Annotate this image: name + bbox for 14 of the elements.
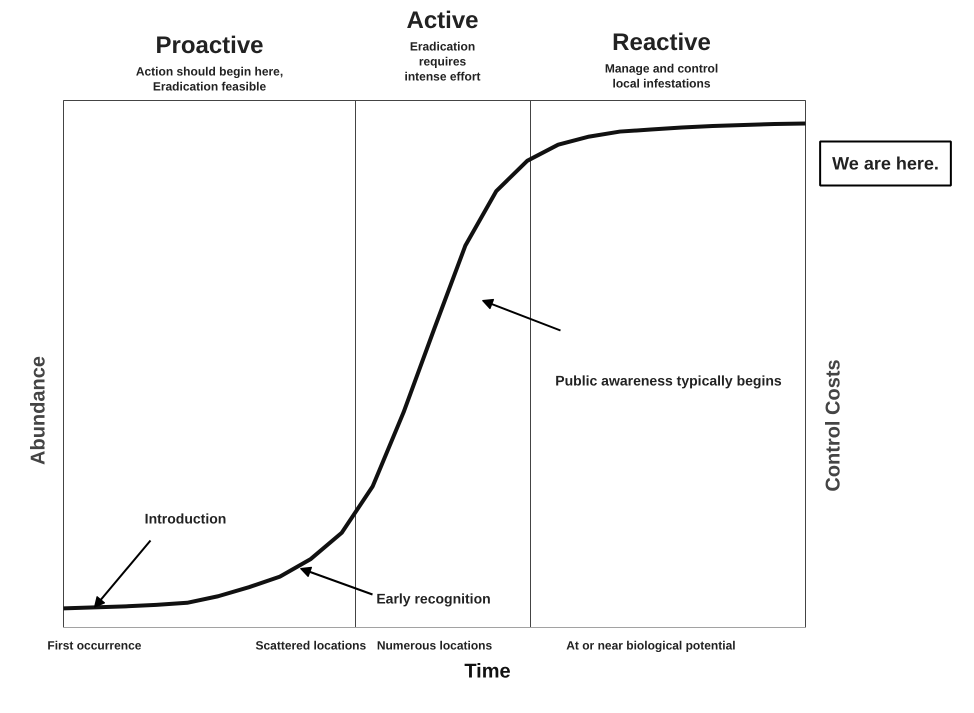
- x-tick-label: At or near biological potential: [566, 638, 736, 652]
- annotation: Early recognition: [376, 590, 491, 606]
- annotation: Public awareness typically begins: [555, 372, 782, 388]
- x-tick-label: Scattered locations: [255, 638, 367, 652]
- x-tick-label: First occurrence: [47, 638, 142, 652]
- x-axis-title: Time: [464, 660, 511, 682]
- annotation: Introduction: [144, 510, 226, 526]
- y-axis-title: Abundance: [28, 356, 50, 465]
- y2-axis-title: Control Costs: [822, 359, 844, 492]
- text: Proactive Action should begin here, Eradication feasible: [136, 32, 284, 94]
- text: Reactive Manage and control local infestations: [604, 29, 718, 90]
- text: We are here.: [832, 154, 939, 174]
- text: Active Eradication requires intense effort: [404, 7, 481, 84]
- x-tick-label: Numerous locations: [376, 638, 493, 652]
